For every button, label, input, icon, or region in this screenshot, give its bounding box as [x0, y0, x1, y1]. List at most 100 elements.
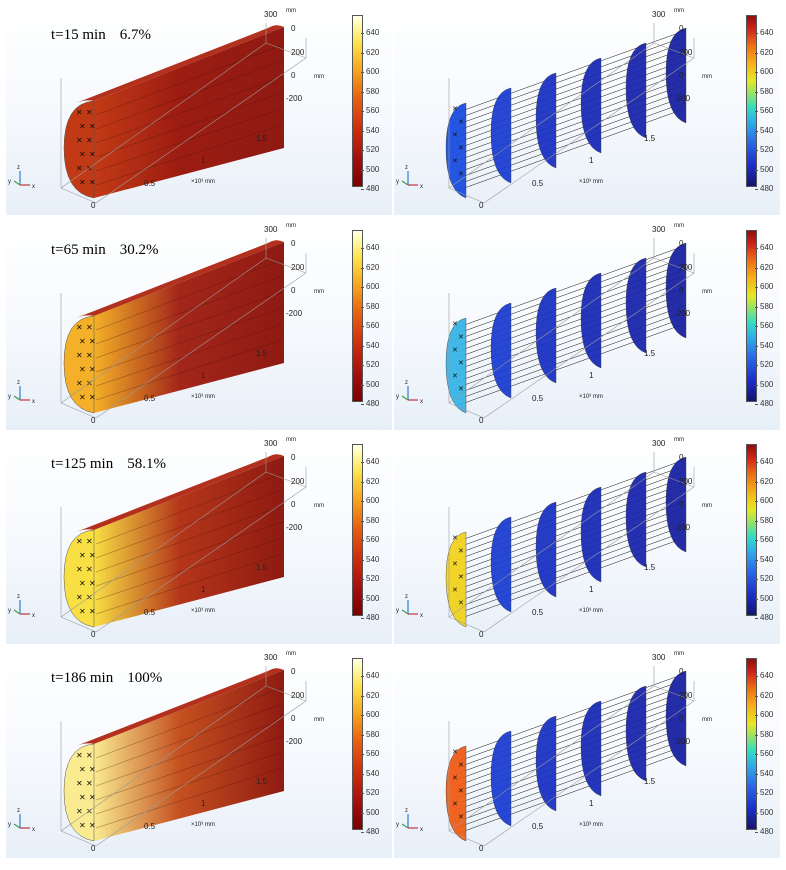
heater-mark: ✕ — [89, 337, 96, 346]
tick-label-0: 0 — [291, 500, 296, 509]
heater-mark: ✕ — [79, 607, 86, 616]
temperature-slice — [535, 287, 557, 384]
progress-percent-label: 100% — [127, 670, 163, 686]
temperature-slice — [535, 715, 557, 812]
tick-label-0: 0 — [679, 714, 684, 723]
model-top-face — [76, 240, 284, 318]
colorbar-tick-label: 560 — [360, 106, 380, 115]
colorbar-tick-label: 480 — [360, 399, 380, 408]
tick-label-1-5: 1.5 — [256, 563, 268, 572]
result-row: ✕ ✕ ✕ ✕ ✕ ✕ ✕ ✕ ✕ ✕ ✕ ✕ 300 mm 0 200 0 mm -200 1.5 1 0.5 0 ×10³… — [0, 646, 786, 858]
colorbar-gradient — [352, 15, 363, 187]
unit-label-mm: mm — [674, 651, 684, 657]
heater-mark: ✕ — [86, 108, 93, 117]
unit-label-mm-side: mm — [314, 74, 324, 80]
temperature-slice — [445, 102, 467, 199]
tick-label-0-5: 0.5 — [144, 608, 156, 617]
triad-x-label: x — [32, 827, 35, 833]
heater-mark: ✕ — [452, 131, 458, 139]
tick-label-1: 1 — [201, 799, 206, 808]
colorbar-tick-label: 640 — [360, 457, 380, 466]
heater-mark: ✕ — [86, 351, 93, 360]
slice-model: ✕✕✕✕✕✕ — [445, 242, 687, 414]
tick-label-z0: 0 — [679, 667, 684, 676]
time-progress-label: t=15 min 6.7% — [51, 27, 151, 44]
heater-mark: ✕ — [452, 748, 458, 756]
time-progress-label: t=125 min 58.1% — [51, 456, 166, 473]
time-label: t=186 min — [51, 670, 114, 686]
heater-mark: ✕ — [458, 118, 464, 126]
temperature-slice — [490, 302, 512, 399]
colorbar-tick-label: 520 — [360, 145, 380, 154]
colorbar-tick-label: 520 — [754, 788, 774, 797]
tick-label-x0: 0 — [91, 201, 96, 210]
heater-mark: ✕ — [89, 365, 96, 374]
heater-mark: ✕ — [89, 178, 96, 187]
heater-mark: ✕ — [79, 821, 86, 830]
slice-temperature-panel: ✕ ✕ ✕ ✕ ✕ ✕ 300 mm 0 200 0 mm -200 1.5 1 0.5 0 ×10³ mm z x y… — [394, 3, 780, 215]
colorbar-tick-label: 580 — [360, 301, 380, 311]
triad-z-label: z — [17, 808, 20, 814]
colorbar-tick-label: 500 — [754, 379, 774, 389]
surface-temperature-panel: ✕ ✕ ✕ ✕ ✕ ✕ ✕ ✕ ✕ ✕ ✕ ✕ 300 mm 0 200 0 mm -200 1.5 1 0.5 0 ×10³… — [6, 3, 392, 215]
surface-temperature-panel: ✕ ✕ ✕ ✕ ✕ ✕ ✕ ✕ ✕ ✕ ✕ ✕ 300 mm 0 200 0 mm -200 1.5 1 0.5 0 ×10³… — [6, 646, 392, 858]
colorbar-tick-label: 520 — [754, 574, 774, 583]
triad-x-label: x — [32, 399, 35, 405]
colorbar-tick-label: 640 — [360, 671, 380, 680]
heater-mark: ✕ — [86, 323, 93, 332]
heater-mark: ✕ — [458, 359, 464, 367]
heater-mark: ✕ — [458, 787, 464, 795]
colorbar-tick-label: 580 — [754, 515, 774, 525]
colorbar-tick-label: 540 — [754, 554, 774, 564]
heater-mark: ✕ — [76, 108, 83, 117]
time-progress-label: t=65 min 30.2% — [51, 242, 158, 259]
temperature-slice — [580, 700, 602, 797]
heater-mark: ✕ — [76, 751, 83, 760]
tick-label-300: 300 — [264, 225, 278, 234]
triad-z-label: z — [17, 165, 20, 171]
tick-label-1: 1 — [589, 156, 594, 165]
axes-box: 300 mm 0 200 0 mm -200 1.5 1 0.5 0 ×10³ mm — [448, 651, 712, 853]
temperature-slice — [445, 745, 467, 842]
colorbar-tick-label: 520 — [360, 788, 380, 797]
colorbar-gradient — [746, 15, 757, 187]
colorbar-tick-label: 520 — [360, 574, 380, 583]
colorbar-tick-label: 560 — [754, 535, 774, 544]
triad-z-label: z — [405, 165, 408, 171]
tick-label-neg200: -200 — [674, 523, 691, 532]
model-top-face — [76, 454, 284, 532]
tick-label-z0: 0 — [291, 667, 296, 676]
colorbar-tick-label: 560 — [360, 749, 380, 758]
tick-label-0-5: 0.5 — [144, 179, 156, 188]
model-end-cap — [63, 743, 95, 842]
unit-label-mm-side: mm — [702, 503, 712, 509]
tick-label-0: 0 — [679, 71, 684, 80]
triad-y-label: y — [8, 179, 11, 185]
axis-triad-icon: z x y — [396, 165, 423, 190]
heater-mark: ✕ — [452, 157, 458, 165]
triad-x-label: x — [420, 184, 423, 190]
x-unit-label: ×10³ mm — [191, 822, 215, 828]
heater-mark: ✕ — [86, 807, 93, 816]
time-label: t=15 min — [51, 27, 106, 43]
heater-mark: ✕ — [79, 122, 86, 131]
tick-label-0: 0 — [291, 714, 296, 723]
tick-label-x0: 0 — [479, 844, 484, 853]
heater-mark: ✕ — [86, 779, 93, 788]
heater-mark: ✕ — [76, 565, 83, 574]
temperature-slice — [665, 242, 687, 339]
heater-mark: ✕ — [89, 579, 96, 588]
tick-label-0: 0 — [679, 500, 684, 509]
temperature-slice — [535, 501, 557, 598]
colorbar-tick-label: 620 — [360, 476, 380, 486]
triad-y-label: y — [8, 608, 11, 614]
tick-label-neg200: -200 — [286, 309, 303, 318]
colorbar-tick-label: 560 — [754, 321, 774, 330]
colorbar-tick-label: 580 — [360, 515, 380, 525]
model-side-face — [94, 670, 284, 841]
heater-mark: ✕ — [89, 765, 96, 774]
tick-label-1-5: 1.5 — [644, 349, 656, 358]
tick-label-300: 300 — [652, 653, 666, 662]
heater-mark: ✕ — [76, 351, 83, 360]
